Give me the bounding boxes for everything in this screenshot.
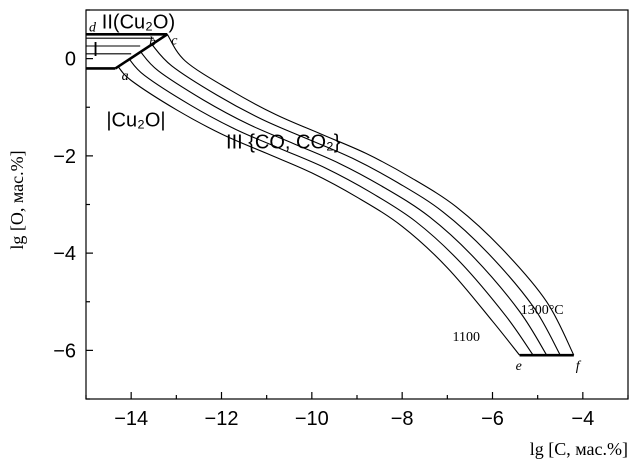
temperature-label: 1300°C [521,303,564,318]
point-label-e: e [516,359,522,374]
phase-boundaries [86,33,574,357]
x-tick-label: −10 [295,408,329,430]
x-tick-label: −8 [391,408,414,430]
region-label: II(Cu₂O) [102,11,175,33]
point-label-c: c [171,33,178,48]
point-labels: a b c d e f [89,20,582,374]
x-tick-label: −14 [114,408,148,430]
isotherm-line [128,58,534,356]
plot-frame [85,9,629,400]
x-tick-label: −6 [481,408,504,430]
axis-ticks [85,9,629,400]
temperature-label: 1100 [453,330,480,345]
temperature-labels: 1100 1300°C [453,303,564,345]
y-tick-label: −6 [53,340,76,362]
boundary-line [114,33,169,70]
x-tick-label: −12 [205,408,239,430]
axis-tick-labels: −14 −12 −10 −8 −6 −4 0 −2 −4 −6 [53,49,594,430]
point-label-f: f [576,359,582,374]
region-labels: II(Cu₂O)I |Cu₂O| III {CO, CO₂} [93,11,341,153]
plot-border [85,9,629,400]
region-label: III {CO, CO₂} [226,132,341,154]
isotherm-line [151,43,561,356]
x-tick-label: −4 [571,408,594,430]
isotherm-line [117,65,521,356]
region-label: |Cu₂O| [106,110,165,132]
point-label-b: b [149,35,156,50]
x-axis-label: lg [C, мас.%] [530,439,628,459]
isotherm-curves [117,33,575,356]
y-tick-label: −2 [53,146,76,168]
y-axis-label: lg [O, мас.%] [7,150,27,249]
isotherm-line [139,50,548,356]
region-label: I [93,39,99,61]
y-tick-label: 0 [65,49,76,71]
isotherm-line [166,33,575,356]
y-tick-label: −4 [53,243,76,265]
point-label-a: a [122,69,129,84]
point-label-d: d [89,20,97,35]
